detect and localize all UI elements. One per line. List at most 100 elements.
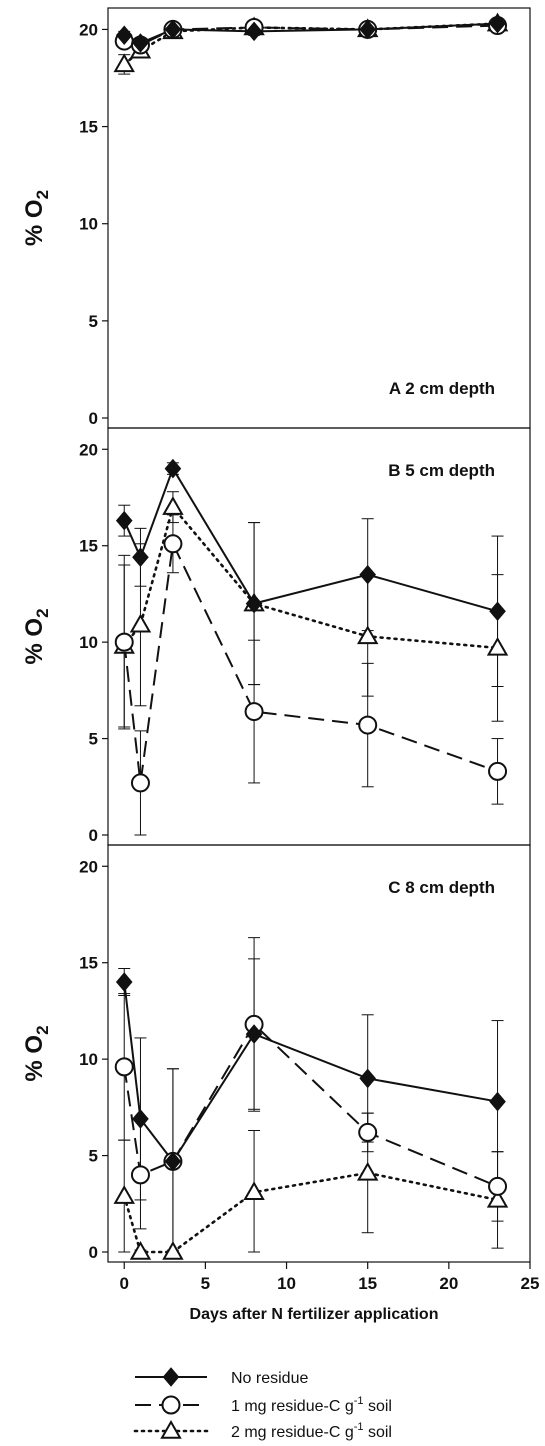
y-tick-label: 5 (89, 1147, 98, 1166)
legend-marker-one_mg (161, 1395, 181, 1415)
data-point-one_mg (488, 1176, 508, 1196)
y-tick-label: 10 (79, 1050, 98, 1069)
data-point-no_residue (132, 547, 149, 568)
data-point-two_mg (113, 53, 135, 73)
data-point-one_mg (358, 715, 378, 735)
data-point-no_residue (245, 1024, 263, 1044)
data-point-no_residue (115, 972, 133, 992)
data-point-two_mg (129, 613, 152, 633)
data-point-no_residue (245, 593, 263, 614)
series-line-one_mg (123, 540, 498, 784)
data-point-no_residue (489, 601, 506, 622)
legend-label-main: 1 mg residue-C g (231, 1398, 354, 1415)
y-axis-title-main: % O (21, 1035, 48, 1082)
data-point-no_residue (132, 1109, 149, 1129)
data-point-no_residue (489, 1091, 506, 1112)
legend-marker-two_mg (160, 1419, 182, 1439)
y-axis-title-main: % O (21, 199, 48, 246)
y-axis-title: % O2 (21, 608, 52, 664)
data-point-no_residue (164, 19, 182, 40)
data-point-no_residue (115, 510, 133, 531)
y-axis-title-subscript: 2 (33, 1025, 52, 1034)
legend-label-one_mg: 1 mg residue-C g-1 soil (231, 1395, 392, 1415)
data-point-two_mg (129, 1240, 152, 1260)
x-tick-label: 5 (201, 1274, 210, 1293)
series-line-two_mg (122, 504, 499, 650)
y-tick-label: 20 (79, 857, 98, 876)
panel-frame (107, 844, 531, 1263)
legend-entry-two_mg: 2 mg residue-C g-1 soil (133, 1419, 392, 1441)
panel-label: B 5 cm depth (388, 461, 495, 480)
legend-label-superscript: -1 (354, 1421, 364, 1433)
series-line-no_residue (123, 981, 498, 1164)
data-point-one_mg (130, 1165, 150, 1185)
data-point-two_mg (356, 1161, 379, 1181)
y-axis-title: % O2 (21, 190, 52, 246)
data-point-one_mg (114, 632, 134, 652)
data-point-two_mg (356, 625, 379, 645)
x-axis-title: Days after N fertilizer application (190, 1306, 439, 1323)
x-axis: Days after N fertilizer application 0 5 10… (119, 1262, 539, 1323)
y-tick-label: 20 (79, 20, 98, 39)
data-point-no_residue (359, 564, 376, 585)
data-point-two_mg (486, 1188, 509, 1208)
data-point-one_mg (358, 1122, 378, 1142)
data-point-two_mg (162, 1240, 184, 1260)
data-point-one_mg (114, 1057, 134, 1077)
y-axis-title-subscript: 2 (33, 190, 52, 199)
y-tick-label: 15 (79, 118, 98, 137)
legend-label-tail: soil (364, 1398, 392, 1415)
legend-label-tail: soil (364, 1424, 392, 1441)
series-line-two_mg (122, 1171, 499, 1254)
panel-label: A 2 cm depth (389, 379, 495, 398)
data-point-no_residue (115, 25, 133, 46)
legend-entry-one_mg: 1 mg residue-C g-1 soil (135, 1395, 392, 1415)
data-point-no_residue (359, 1068, 376, 1089)
data-point-one_mg (244, 702, 264, 722)
data-point-no_residue (164, 1151, 182, 1172)
legend-entry-no_residue: No residue (135, 1367, 308, 1387)
panel-frame (107, 427, 531, 846)
y-tick-label: 5 (89, 312, 98, 331)
x-tick-label: 20 (439, 1274, 458, 1293)
y-tick-label: 20 (79, 440, 98, 459)
y-axis-title-subscript: 2 (33, 608, 52, 617)
data-point-two_mg (162, 496, 184, 515)
y-tick-label: 15 (79, 954, 98, 973)
x-tick-label: 25 (521, 1274, 540, 1293)
data-point-one_mg (163, 534, 183, 554)
y-axis-title-main: % O (21, 618, 48, 665)
data-point-no_residue (359, 19, 376, 40)
y-tick-label: 0 (89, 409, 98, 428)
y-tick-label: 10 (79, 633, 98, 652)
y-axis-title: % O2 (21, 1025, 52, 1081)
data-point-two_mg (486, 636, 509, 656)
legend-label-no_residue: No residue (231, 1370, 308, 1387)
data-point-no_residue (132, 33, 149, 53)
legend-marker-no_residue (162, 1367, 180, 1387)
panel-frame (107, 7, 531, 429)
y-tick-label: 5 (89, 730, 98, 749)
data-point-two_mg (243, 1181, 265, 1200)
y-tick-label: 15 (79, 537, 98, 556)
data-point-no_residue (164, 458, 182, 479)
data-point-two_mg (113, 1185, 135, 1204)
panel-b: 0 5 10 15 20 % O2 B 5 cm depth (21, 427, 531, 846)
data-point-one_mg (488, 761, 508, 781)
data-point-no_residue (489, 13, 506, 34)
x-tick-label: 10 (277, 1274, 296, 1293)
legend-label-two_mg: 2 mg residue-C g-1 soil (231, 1421, 392, 1441)
y-tick-label: 10 (79, 215, 98, 234)
data-point-no_residue (245, 21, 263, 42)
x-tick-label: 0 (119, 1274, 128, 1293)
legend-label-superscript: -1 (354, 1395, 364, 1407)
panel-a: 0 5 10 15 20 % O2 A 2 cm depth (21, 7, 531, 429)
legend-label-main: 2 mg residue-C g (231, 1424, 354, 1441)
y-tick-label: 0 (89, 1243, 98, 1262)
data-point-one_mg (130, 773, 150, 793)
y-tick-label: 0 (89, 826, 98, 845)
series-line-one_mg (123, 1022, 498, 1188)
